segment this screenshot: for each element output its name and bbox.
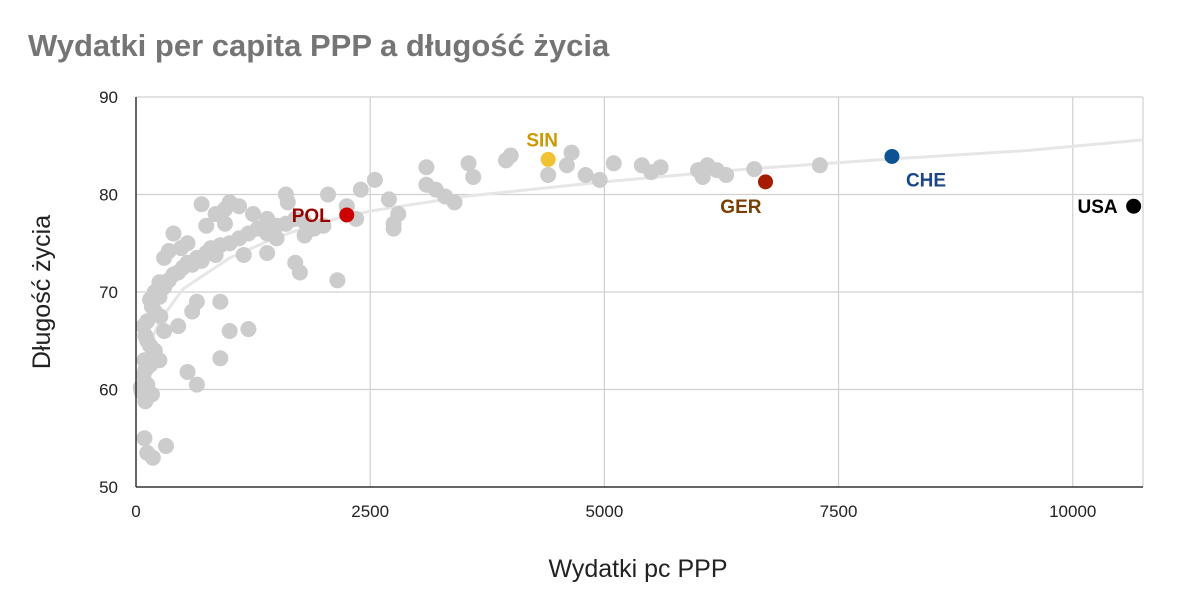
data-point [245,206,262,222]
x-tick-label: 2500 [351,502,389,521]
data-point [136,430,153,447]
data-point [418,159,435,176]
y-axis-ticks: 50 60 70 80 90 [99,88,118,497]
data-point [268,230,285,247]
data-point [184,303,201,320]
x-tick-label: 5000 [585,502,623,521]
highlight-point [1126,198,1142,214]
data-point [296,227,313,244]
data-point [172,240,189,257]
data-point [188,376,205,393]
data-point [558,157,575,174]
highlight-label: CHE [906,170,946,191]
highlight-label: POL [292,206,331,227]
data-point [427,181,444,198]
data-point [315,217,332,234]
data-point [259,210,276,227]
y-tick-label: 60 [99,381,118,400]
data-point [591,171,608,188]
highlight-point [339,207,355,223]
data-point [221,323,238,339]
data-point [746,161,763,178]
data-point [446,194,463,211]
x-axis-title: Wydatki pc PPP [548,555,727,583]
data-point [563,144,580,161]
data-point [366,171,383,188]
data-point [811,157,828,174]
highlighted-points: POL SIN GER CHE USA [292,130,1142,227]
y-tick-label: 50 [99,478,118,497]
data-point [198,217,215,234]
data-point [465,168,482,185]
x-tick-label: 10000 [1049,502,1096,521]
y-tick-label: 70 [99,283,118,302]
data-point [139,332,156,349]
highlight-label: SIN [526,130,558,151]
highlight-point [757,174,773,190]
y-axis-title: Długość życia [28,215,56,369]
data-point [502,147,519,164]
y-tick-label: 80 [99,186,118,205]
data-point [605,155,622,172]
data-point [165,225,182,242]
data-point [352,181,369,198]
data-points [132,144,828,466]
chart-title: Wydatki per capita PPP a długość życia [28,28,610,63]
data-point [259,245,276,261]
data-point [652,159,669,176]
data-point [380,191,397,208]
data-point [291,264,308,281]
data-point [157,438,174,455]
data-point [385,215,402,232]
data-point [279,194,296,211]
data-point [144,449,161,466]
data-point [193,196,210,213]
data-point [577,167,594,183]
data-point [212,293,229,310]
data-point [231,198,248,215]
data-point [160,243,177,260]
data-point [170,318,187,335]
x-tick-label: 0 [131,502,140,521]
highlight-point [540,151,556,167]
data-point [156,323,173,339]
data-point [143,386,160,403]
data-point [151,352,168,369]
data-point [540,167,557,183]
x-tick-label: 7500 [820,502,858,521]
y-tick-label: 90 [99,88,118,107]
data-point [718,167,735,183]
highlight-label: GER [720,197,761,218]
data-point [320,186,337,203]
data-point [212,350,229,367]
data-point [235,246,252,263]
data-point [152,308,169,325]
data-point [216,215,233,232]
x-axis-ticks: 0 2500 5000 7500 10000 [131,502,1096,521]
highlight-point [884,148,900,164]
data-point [179,363,196,380]
gridlines [136,96,1144,487]
data-point [329,272,346,289]
data-point [460,155,477,172]
highlight-label: USA [1078,197,1118,218]
data-point [240,321,257,338]
